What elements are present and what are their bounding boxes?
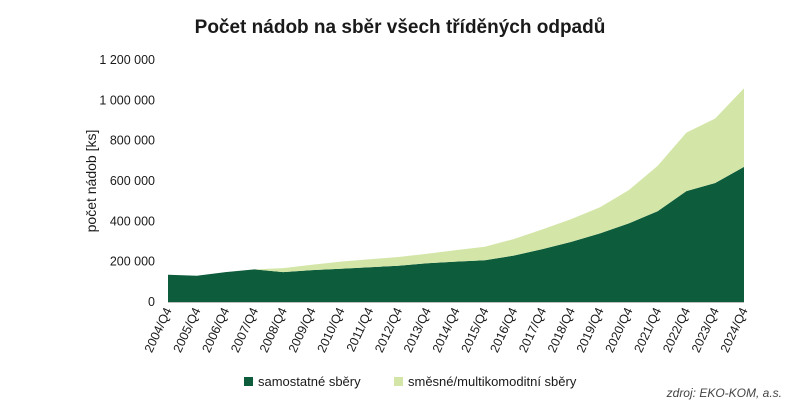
- x-tick-label: 2010/Q4: [315, 305, 348, 354]
- legend-label-smesne: směsné/multikomoditní sběry: [408, 374, 577, 389]
- source-note: zdroj: EKO-KOM, a.s.: [666, 386, 782, 400]
- x-tick-label: 2022/Q4: [660, 305, 693, 354]
- x-tick-label: 2011/Q4: [344, 305, 377, 354]
- x-tick-label: 2015/Q4: [459, 305, 492, 354]
- legend-label-samostatne: samostatné sběry: [258, 374, 361, 389]
- x-axis: 2004/Q42005/Q42006/Q42007/Q42008/Q42009/…: [142, 305, 751, 354]
- y-tick-label: 400 000: [110, 214, 155, 228]
- x-tick-label: 2005/Q4: [171, 305, 204, 354]
- x-tick-label: 2006/Q4: [199, 305, 232, 354]
- chart-title: Počet nádob na sběr všech tříděných odpa…: [195, 17, 606, 38]
- area-series-1: [168, 88, 744, 276]
- y-tick-label: 0: [148, 295, 155, 309]
- y-tick-label: 1 200 000: [99, 53, 155, 67]
- legend: samostatné sběry směsné/multikomoditní s…: [244, 374, 577, 389]
- x-tick-label: 2024/Q4: [718, 305, 751, 354]
- area-series-0: [168, 166, 744, 302]
- x-tick-label: 2014/Q4: [430, 305, 463, 354]
- x-tick-label: 2018/Q4: [545, 305, 578, 354]
- y-tick-label: 1 000 000: [99, 93, 155, 107]
- plot-area: [168, 88, 744, 302]
- y-axis: 0 200 000 400 000 600 000 800 000 1 000 000 1 …: [99, 53, 155, 309]
- x-tick-label: 2013/Q4: [401, 305, 434, 354]
- y-tick-label: 800 000: [110, 134, 155, 148]
- y-tick-label: 200 000: [110, 255, 155, 269]
- legend-swatch-samostatne: [244, 377, 253, 386]
- x-tick-label: 2023/Q4: [689, 305, 722, 354]
- x-tick-label: 2021/Q4: [631, 305, 664, 354]
- x-tick-label: 2017/Q4: [516, 305, 549, 354]
- x-tick-label: 2008/Q4: [257, 305, 290, 354]
- y-tick-label: 600 000: [110, 174, 155, 188]
- x-tick-label: 2019/Q4: [574, 305, 607, 354]
- legend-swatch-smesne: [394, 377, 403, 386]
- x-tick-label: 2004/Q4: [142, 305, 175, 354]
- x-tick-label: 2009/Q4: [286, 305, 319, 354]
- y-axis-label: počet nádob [ks]: [83, 130, 99, 233]
- x-tick-label: 2016/Q4: [487, 305, 520, 354]
- x-tick-label: 2012/Q4: [372, 305, 405, 354]
- x-tick-label: 2007/Q4: [228, 305, 261, 354]
- x-tick-label: 2020/Q4: [603, 305, 636, 354]
